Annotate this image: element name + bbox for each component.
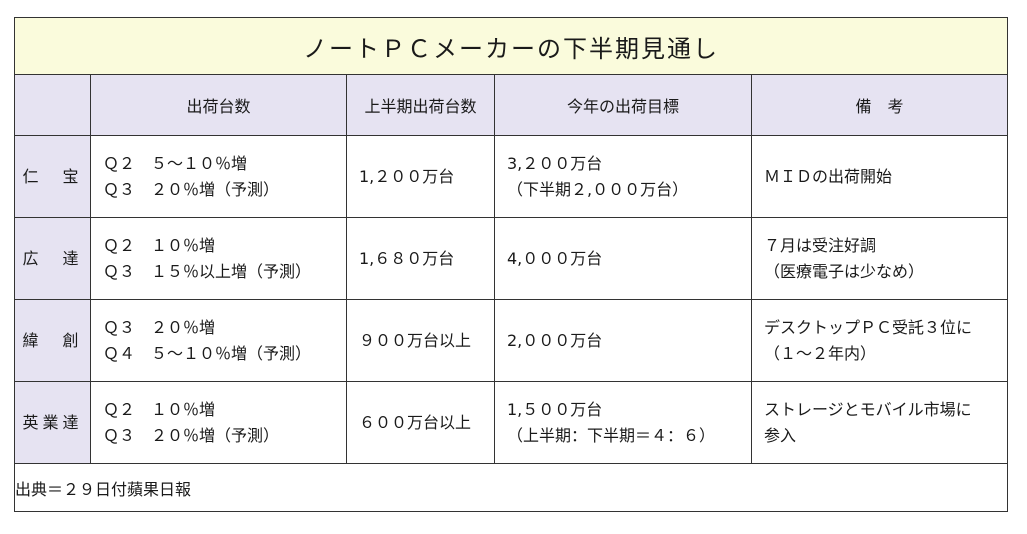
company-name: 仁 宝 [14, 135, 91, 218]
notes-cell: ＭＩＤの出荷開始 [750, 135, 1009, 218]
shipments-cell: Ｑ２ ５～１０％増 Ｑ３ ２０％増（予測） [90, 135, 347, 218]
shipments-line: Ｑ４ ５～１０％増（予測） [103, 343, 312, 363]
notes-line: ストレージとモバイル市場に [764, 399, 972, 419]
first-half-cell: 1,２００万台 [346, 135, 495, 218]
notes-line: （１～２年内） [764, 343, 877, 363]
table-row: 英業達 Ｑ２ １０％増 Ｑ３ ２０％増（予測） ６００万台以上 1,５００万台 … [14, 381, 1009, 464]
shipments-line: Ｑ３ ２０％増（予測） [103, 179, 280, 199]
header-notes: 備 考 [750, 74, 1009, 136]
notes-line: デスクトップＰＣ受託３位に [764, 317, 973, 337]
notes-cell: デスクトップＰＣ受託３位に （１～２年内） [750, 299, 1009, 382]
source-note: 出典＝２９日付蘋果日報 [13, 463, 1009, 512]
notes-line: （医療電子は少なめ） [764, 261, 925, 281]
target-line: （上半期：下半期＝４：６） [507, 425, 716, 445]
header-first-half: 上半期出荷台数 [346, 74, 495, 136]
target-cell: 1,５００万台 （上半期：下半期＝４：６） [494, 381, 752, 464]
header-row: 出荷台数 上半期出荷台数 今年の出荷目標 備 考 [14, 74, 1009, 136]
notes-line: 参入 [764, 425, 797, 445]
header-company [14, 74, 91, 136]
target-cell: 2,０００万台 [494, 299, 752, 382]
company-name: 広 達 [14, 217, 91, 300]
shipments-cell: Ｑ３ ２０％増 Ｑ４ ５～１０％増（予測） [90, 299, 347, 382]
shipment-outlook-table: ノートＰＣメーカーの下半期見通し 出荷台数 上半期出荷台数 今年の出荷目標 備 … [13, 17, 1009, 512]
header-shipments: 出荷台数 [90, 74, 347, 136]
table-row: 緯 創 Ｑ３ ２０％増 Ｑ４ ５～１０％増（予測） ９００万台以上 2,０００万… [14, 299, 1009, 382]
target-line: 2,０００万台 [507, 330, 603, 350]
notes-cell: ７月は受注好調 （医療電子は少なめ） [750, 217, 1009, 300]
target-line: 3,２００万台 [507, 153, 603, 173]
table-title: ノートＰＣメーカーの下半期見通し [13, 17, 1009, 75]
header-target: 今年の出荷目標 [494, 74, 752, 136]
shipments-line: Ｑ２ ５～１０％増 [103, 153, 248, 173]
target-line: 1,５００万台 [507, 399, 603, 419]
shipments-cell: Ｑ２ １０％増 Ｑ３ １５％以上増（予測） [90, 217, 347, 300]
target-cell: 4,０００万台 [494, 217, 752, 300]
shipments-line: Ｑ３ ２０％増 [103, 317, 216, 337]
shipments-line: Ｑ３ １５％以上増（予測） [103, 261, 312, 281]
first-half-cell: 1,６８０万台 [346, 217, 495, 300]
target-cell: 3,２００万台 （下半期２,０００万台） [494, 135, 752, 218]
document: ノートＰＣメーカーの下半期見通し 出荷台数 上半期出荷台数 今年の出荷目標 備 … [13, 17, 1009, 512]
first-half-cell: ９００万台以上 [346, 299, 495, 382]
notes-line: ７月は受注好調 [764, 235, 877, 255]
shipments-cell: Ｑ２ １０％増 Ｑ３ ２０％増（予測） [90, 381, 347, 464]
notes-cell: ストレージとモバイル市場に 参入 [750, 381, 1009, 464]
table-row: 仁 宝 Ｑ２ ５～１０％増 Ｑ３ ２０％増（予測） 1,２００万台 3,２００万… [14, 135, 1009, 218]
shipments-line: Ｑ２ １０％増 [103, 399, 216, 419]
title-row: ノートＰＣメーカーの下半期見通し [13, 17, 1009, 75]
company-name: 英業達 [14, 381, 91, 464]
target-line: 4,０００万台 [507, 248, 603, 268]
first-half-cell: ６００万台以上 [346, 381, 495, 464]
shipments-line: Ｑ２ １０％増 [103, 235, 216, 255]
target-line: （下半期２,０００万台） [507, 179, 689, 199]
notes-line: ＭＩＤの出荷開始 [764, 166, 893, 186]
source-row: 出典＝２９日付蘋果日報 [13, 463, 1009, 512]
shipments-line: Ｑ３ ２０％増（予測） [103, 425, 280, 445]
table-row: 広 達 Ｑ２ １０％増 Ｑ３ １５％以上増（予測） 1,６８０万台 4,０００万… [14, 217, 1009, 300]
company-name: 緯 創 [14, 299, 91, 382]
